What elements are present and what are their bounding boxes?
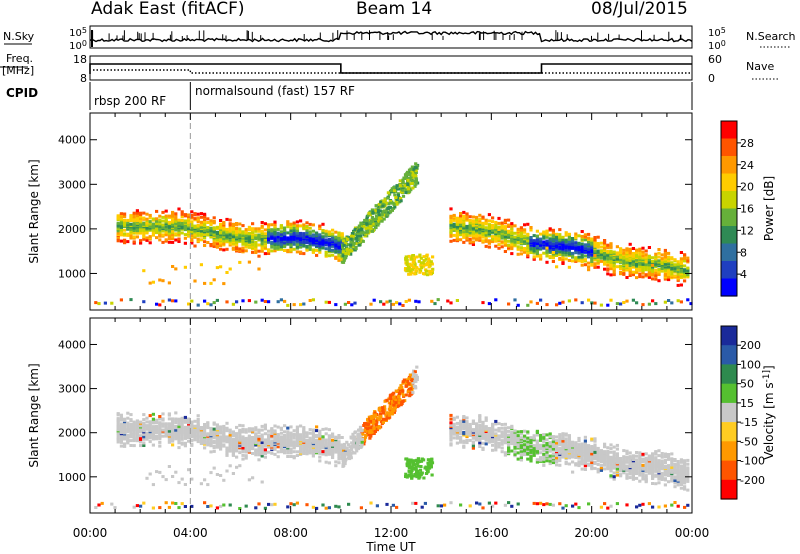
freq-left-tick-top: 18: [73, 53, 87, 66]
cpid-segment-1: rbsp 200 RF: [94, 94, 167, 108]
freq-line: [89, 63, 692, 74]
ytick-label-velocity-1000: 1000: [58, 471, 86, 484]
xtick-label-6: 00:00: [675, 526, 710, 540]
noise-spikes: [92, 30, 682, 40]
ytick-label-power-1000: 1000: [58, 267, 86, 280]
colorbar-title-power: Power [dB]: [762, 176, 776, 241]
noise-right-tick-bottom: 100: [708, 39, 726, 52]
xtick-label-4: 16:00: [474, 526, 509, 540]
colorbar-label-velocity-0: 200: [740, 339, 761, 352]
colorbar-label-velocity-2: 50: [740, 378, 754, 391]
xtick-label-1: 04:00: [173, 526, 208, 540]
colorbar-label-power-6: 4: [740, 268, 747, 281]
nave-line: [93, 69, 692, 74]
noise-left-tick-bottom: 100: [69, 39, 87, 52]
radar-title: Adak East (fitACF): [91, 0, 245, 19]
xtick-label-0: 00:00: [73, 526, 108, 540]
xlabel: Time UT: [365, 540, 416, 554]
nave-label: Nave: [746, 60, 775, 73]
ylabel-velocity: Slant Range [km]: [27, 363, 41, 467]
heatmap-cells-power: [94, 162, 693, 307]
colorbar-label-velocity-1: 100: [740, 358, 761, 371]
ytick-label-power-4000: 4000: [58, 134, 86, 147]
noise-right-label: N.Search: [746, 30, 796, 43]
colorbar-power: [721, 121, 737, 297]
beam-title: Beam 14: [356, 0, 433, 19]
noise-panel-frame: [89, 25, 693, 49]
ylabel-power: Slant Range [km]: [27, 159, 41, 263]
colorbar-label-power-3: 16: [740, 203, 754, 216]
ytick-label-power-2000: 2000: [58, 223, 86, 236]
freq-left-tick-bottom: 8: [80, 72, 87, 85]
noise-sky-line: [89, 30, 693, 43]
date-title: 08/Jul/2015: [591, 0, 688, 19]
colorbar-label-power-0: 28: [740, 137, 754, 150]
noise-left-label: N.Sky: [3, 30, 35, 43]
ytick-label-power-3000: 3000: [58, 178, 86, 191]
colorbar-frame-velocity: [720, 325, 738, 500]
ytick-label-velocity-2000: 2000: [58, 427, 86, 440]
noise-left-tick-top: 105: [69, 26, 87, 39]
xtick-label-5: 20:00: [574, 526, 609, 540]
cpid-segment-2: normalsound (fast) 157 RF: [195, 84, 355, 98]
colorbar-velocity: [721, 326, 737, 500]
colorbar-title-velocity: Velocity [m s-1]]: [762, 365, 776, 460]
ytick-label-velocity-3000: 3000: [58, 383, 86, 396]
colorbar-label-velocity-5: -50: [740, 435, 758, 448]
colorbar-label-velocity-3: 15: [740, 397, 754, 410]
ytick-label-velocity-4000: 4000: [58, 338, 86, 351]
xtick-label-3: 12:00: [374, 526, 409, 540]
colorbar-label-velocity-7: -200: [740, 474, 765, 487]
freq-right-tick-top: 60: [708, 53, 722, 66]
colorbar-label-power-4: 12: [740, 224, 754, 237]
xtick-label-2: 08:00: [273, 526, 308, 540]
freq-label-line1: Freq.: [6, 52, 34, 65]
colorbar-label-power-5: 8: [740, 246, 747, 259]
freq-panel-frame: [89, 55, 693, 81]
cpid-label: CPID: [6, 86, 39, 100]
colorbar-label-power-1: 24: [740, 159, 754, 172]
noise-right-tick-top: 105: [708, 26, 726, 39]
colorbar-label-velocity-4: -15: [740, 416, 758, 429]
colorbar-label-power-2: 20: [740, 181, 754, 194]
heatmap-cells-velocity: [94, 365, 690, 510]
freq-right-tick-bottom: 0: [708, 72, 715, 85]
colorbar-label-velocity-6: -100: [740, 455, 765, 468]
